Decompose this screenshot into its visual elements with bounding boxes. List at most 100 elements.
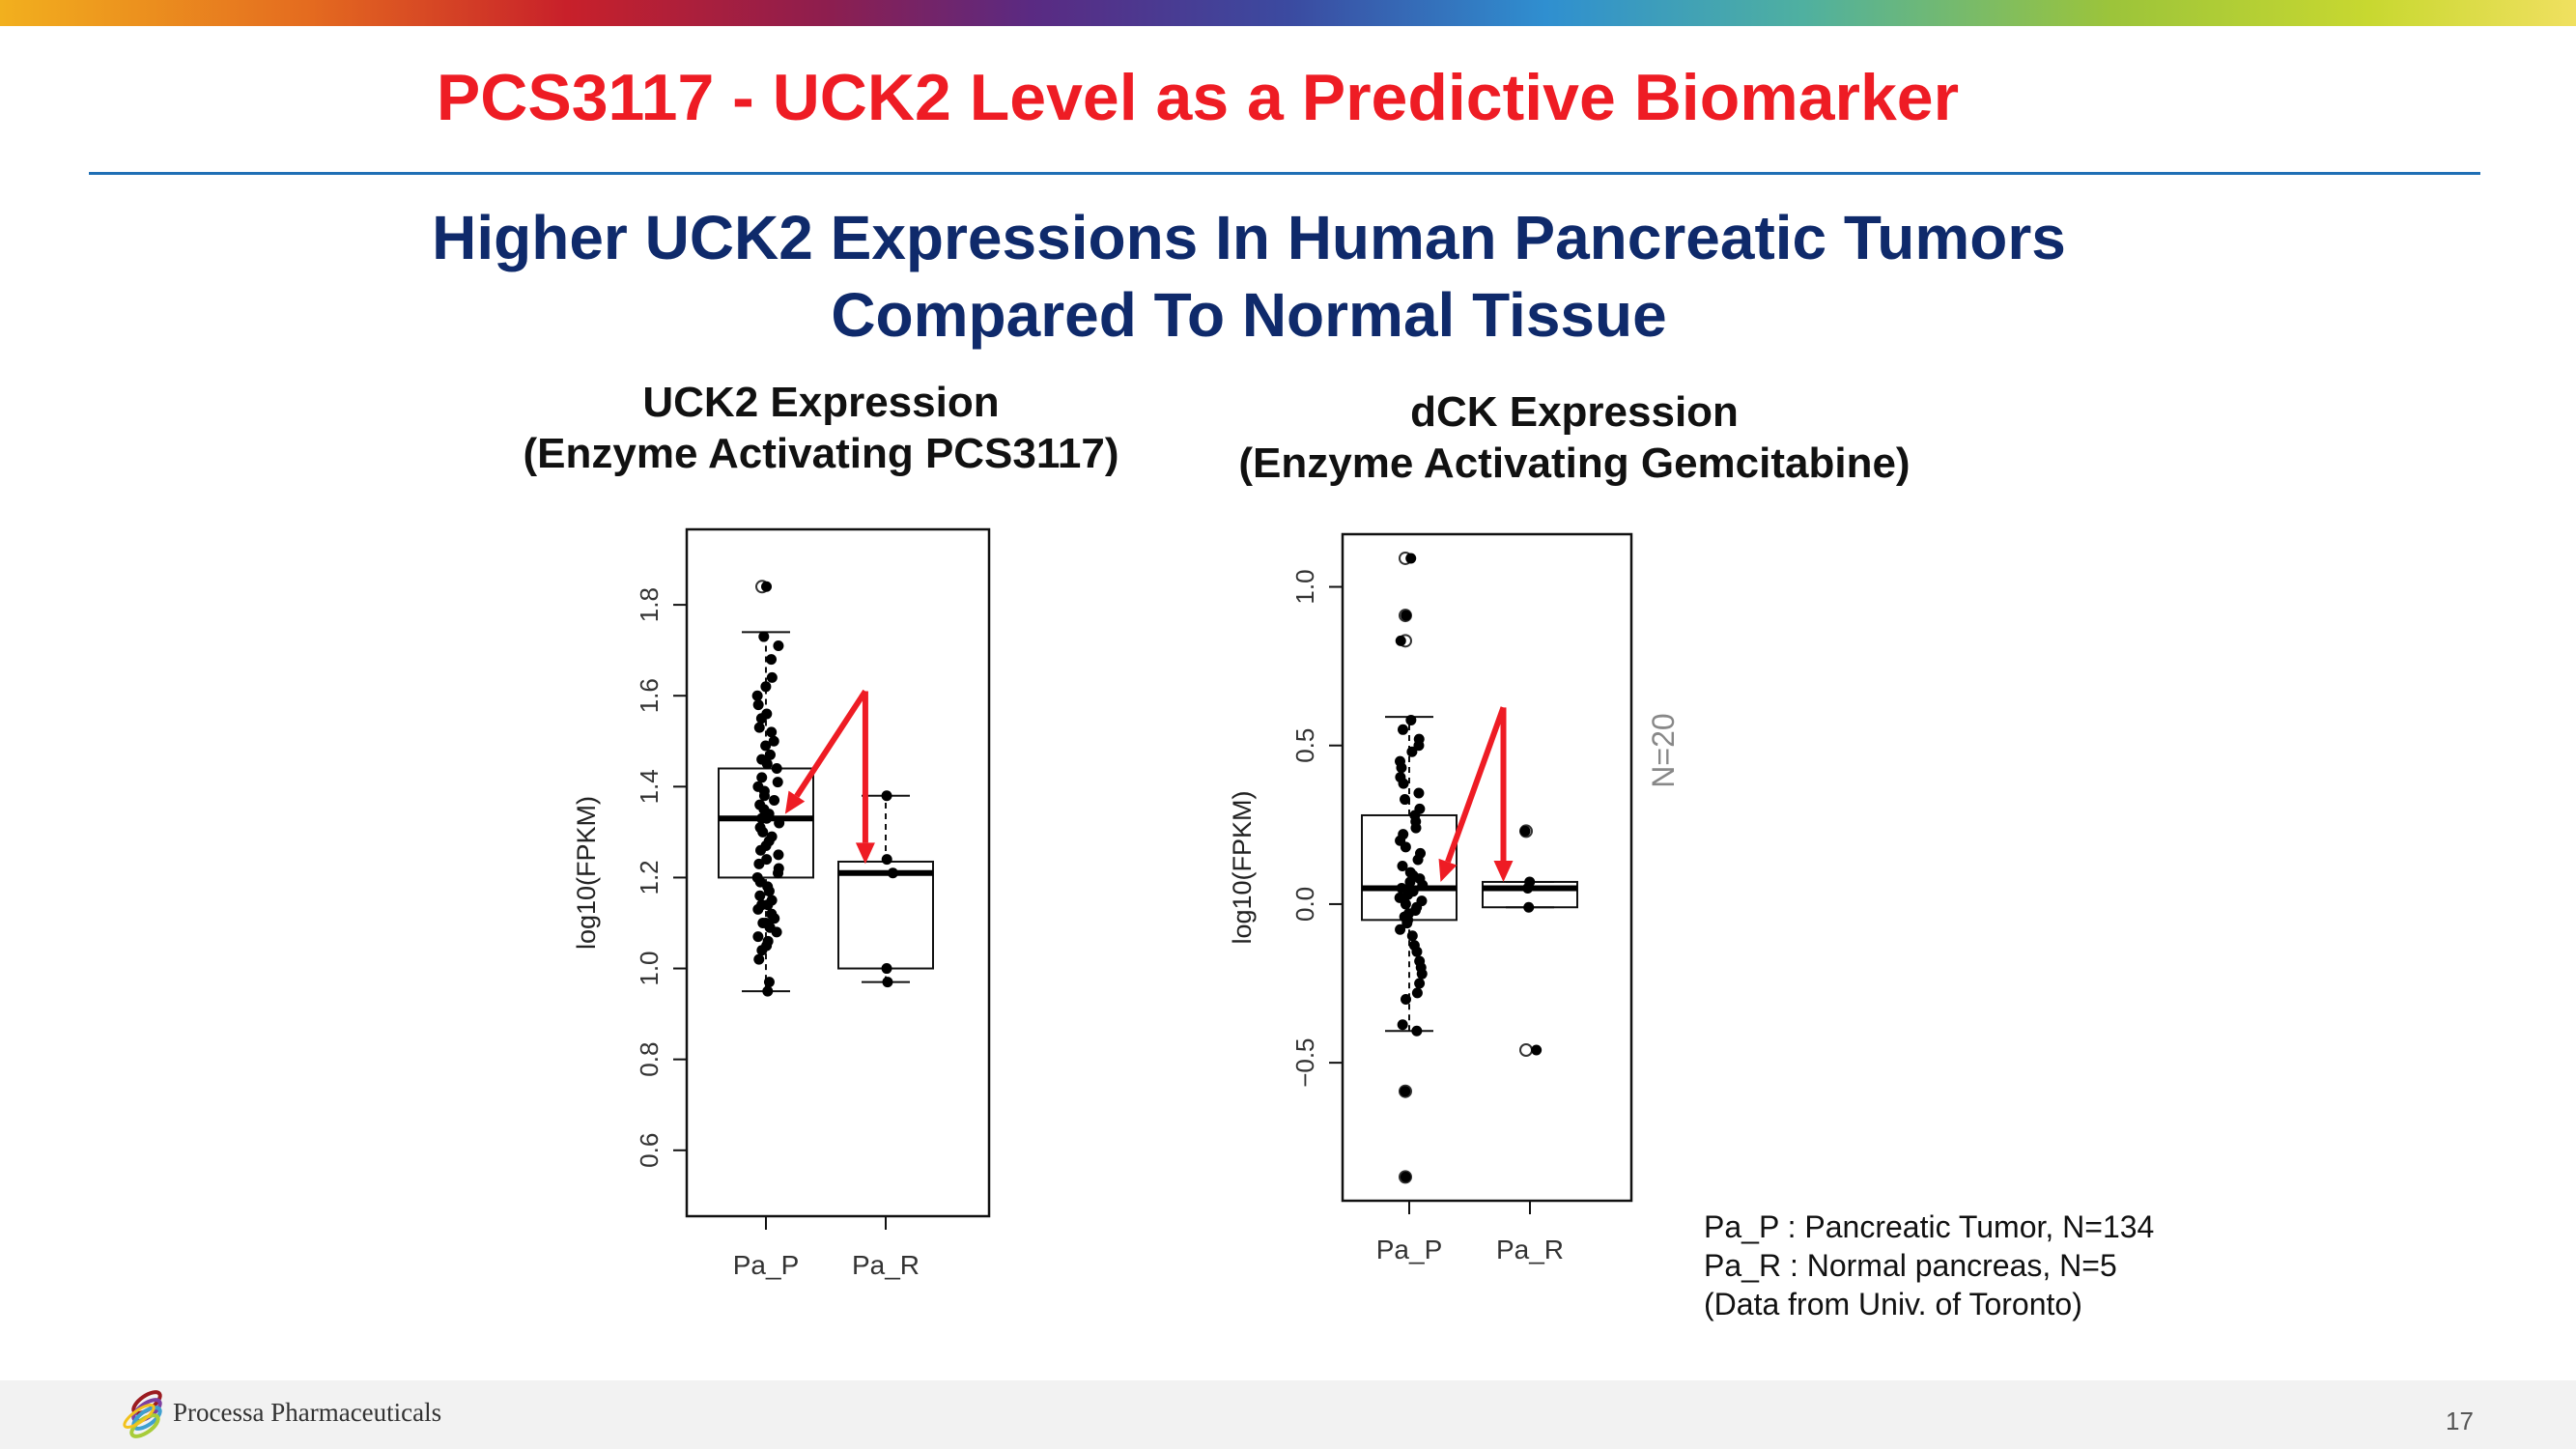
y-tick-label: 1.0 <box>635 951 664 985</box>
data-point <box>753 953 765 965</box>
data-point <box>756 772 768 783</box>
uck2-chart-title: UCK2 Expression (Enzyme Activating PCS31… <box>483 377 1159 479</box>
chart-1: −0.5 0.0 0.5 1.0 log10(FPKM) Pa_P Pa_R N=20 <box>1228 532 1681 1264</box>
data-point <box>756 899 768 911</box>
data-point <box>1406 930 1418 942</box>
red-arrow-head <box>855 842 875 865</box>
y-tick-label: 1.6 <box>635 678 664 713</box>
data-point <box>771 763 782 775</box>
data-point <box>1413 733 1425 745</box>
dck-title-line-1: dCK Expression <box>1410 388 1739 436</box>
data-point <box>882 977 893 988</box>
data-point <box>762 985 774 997</box>
chart-0: 0.6 0.8 1.0 1.2 1.4 1.6 1.8 log10(FPKM) Pa_P Pa_R <box>572 527 991 1280</box>
data-point <box>766 671 778 683</box>
y-axis-label: log10(FPKM) <box>572 796 601 950</box>
data-point <box>752 781 764 792</box>
y-axis-label: log10(FPKM) <box>1228 790 1257 944</box>
data-point <box>766 654 778 666</box>
data-point <box>1395 755 1406 767</box>
plot-frame <box>685 527 991 1218</box>
sample-size-label: N=20 <box>1646 713 1681 787</box>
data-point <box>762 935 774 947</box>
data-point <box>1397 861 1408 872</box>
data-point <box>766 895 778 906</box>
data-point <box>1408 940 1420 952</box>
data-point <box>773 863 784 874</box>
data-point <box>766 726 778 738</box>
data-point <box>1404 867 1416 878</box>
data-point <box>754 890 766 901</box>
company-name: Processa Pharmaceuticals <box>173 1398 442 1427</box>
x-tick-label: Pa_R <box>852 1250 920 1280</box>
data-point <box>766 908 778 920</box>
data-point <box>760 681 772 693</box>
slide-title: PCS3117 - UCK2 Level as a Predictive Bio… <box>436 61 1960 134</box>
data-point <box>1413 787 1425 799</box>
data-point <box>1406 746 1418 757</box>
data-point <box>754 822 766 834</box>
plot-frame <box>1341 532 1633 1203</box>
data-point <box>752 931 764 943</box>
data-point <box>1395 772 1406 783</box>
data-point <box>1414 955 1426 967</box>
data-point <box>754 799 766 810</box>
data-point <box>887 867 898 879</box>
outlier-point <box>1519 1043 1533 1058</box>
data-point <box>881 963 892 975</box>
legend-notes: Pa_P : Pancreatic Tumor, N=134 Pa_R : No… <box>1704 1208 2154 1323</box>
data-point <box>760 740 772 752</box>
data-point <box>1397 724 1408 735</box>
data-point <box>1400 794 1411 806</box>
data-point <box>751 690 763 701</box>
subtitle-line-1: Higher UCK2 Expressions In Human Pancrea… <box>432 203 2066 272</box>
data-point <box>1395 923 1406 935</box>
data-point <box>769 794 780 806</box>
data-point <box>1522 883 1534 895</box>
y-tick-label: 0.0 <box>1290 887 1319 922</box>
data-point <box>1397 1019 1408 1031</box>
top-gradient-bar <box>0 0 2576 26</box>
data-point <box>1405 714 1417 725</box>
subtitle-line-2: Compared To Normal Tissue <box>831 280 1667 350</box>
red-arrow-shaft <box>1445 706 1507 864</box>
data-point <box>773 849 784 861</box>
data-point <box>1405 553 1417 564</box>
data-point <box>753 722 765 733</box>
title-divider <box>89 172 2480 175</box>
legend-line-source: (Data from Univ. of Toronto) <box>1704 1287 2082 1321</box>
data-point <box>1394 892 1405 903</box>
data-point <box>1400 1171 1411 1182</box>
y-tick-label: 1.0 <box>1290 569 1319 604</box>
data-point <box>1396 883 1407 895</box>
uck2-title-line-1: UCK2 Expression <box>642 379 1000 426</box>
data-point <box>768 735 779 747</box>
page-number: 17 <box>2446 1406 2474 1435</box>
red-arrow-head <box>1438 858 1458 882</box>
data-point <box>1398 829 1409 840</box>
data-point <box>761 581 773 592</box>
data-point <box>1415 847 1427 859</box>
y-tick-label: −0.5 <box>1290 1037 1319 1087</box>
data-point <box>1519 825 1531 837</box>
data-point <box>881 854 892 866</box>
x-tick-label: Pa_P <box>733 1250 800 1280</box>
red-arrow-head <box>784 790 806 814</box>
x-tick-label: Pa_R <box>1496 1235 1564 1264</box>
data-point <box>772 777 783 788</box>
data-point <box>758 631 770 642</box>
data-point <box>756 753 768 765</box>
company-logo-icon <box>123 1390 162 1438</box>
footer-bar <box>0 1380 2576 1449</box>
data-point <box>1531 1044 1543 1056</box>
data-point <box>1414 803 1426 814</box>
data-point <box>757 917 769 928</box>
y-tick-label: 0.8 <box>635 1042 664 1077</box>
y-tick-label: 1.8 <box>635 587 664 622</box>
data-point <box>763 977 775 988</box>
slide-subtitle: Higher UCK2 Expressions In Human Pancrea… <box>0 199 2498 354</box>
red-arrow-head <box>1493 860 1514 882</box>
x-tick-label: Pa_P <box>1376 1235 1443 1264</box>
data-point <box>1414 978 1426 989</box>
